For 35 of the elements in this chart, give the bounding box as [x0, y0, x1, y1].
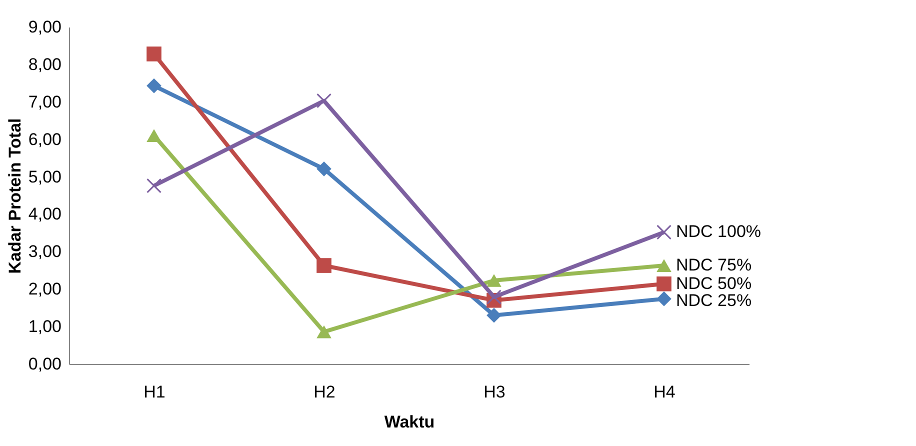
point: [146, 46, 162, 62]
x-tick-label: H2: [314, 382, 336, 402]
point: [486, 274, 502, 287]
y-tick-label: 2,00: [28, 280, 62, 299]
x-tick-label: H1: [144, 382, 166, 402]
point: [146, 178, 162, 194]
point: [656, 259, 672, 272]
series-label: NDC 25%: [676, 290, 752, 310]
x-tick-label: H3: [484, 382, 506, 402]
x-tick-label: H4: [654, 382, 676, 402]
point: [486, 289, 502, 304]
point: [656, 276, 672, 292]
y-tick-label: 8,00: [28, 54, 62, 74]
y-tick-label: 6,00: [28, 130, 62, 149]
point: [146, 78, 162, 94]
y-tick-label: 4,00: [28, 204, 62, 224]
point: [316, 93, 332, 108]
y-tick-label: 3,00: [28, 242, 62, 262]
point: [316, 162, 332, 176]
y-axis-title: Kadar Protein Total: [5, 118, 24, 274]
series-label: NDC 100%: [676, 222, 762, 242]
point: [656, 291, 672, 306]
y-tick-label: 0,00: [28, 354, 62, 374]
y-tick-label: 7,00: [28, 92, 62, 112]
y-tick-label: 5,00: [28, 167, 62, 186]
point: [146, 129, 162, 142]
series-label: NDC 50%: [676, 274, 752, 293]
point: [486, 308, 502, 323]
y-tick-label: 9,00: [28, 18, 62, 36]
point: [316, 258, 332, 273]
point: [316, 325, 332, 338]
series-label: NDC 75%: [676, 256, 752, 275]
x-axis-title: Waktu: [384, 412, 435, 432]
y-tick-label: 1,00: [28, 317, 62, 336]
point: [656, 224, 672, 240]
